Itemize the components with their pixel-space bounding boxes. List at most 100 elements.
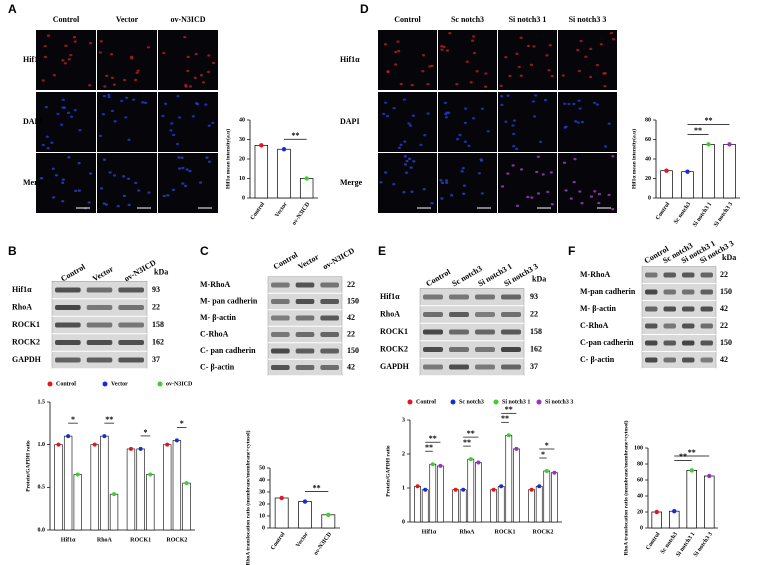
kda-label: 162 [530, 344, 542, 353]
cell [383, 43, 388, 46]
cell [181, 166, 185, 170]
blot-row-label: GAPDH [380, 362, 410, 371]
band [118, 322, 144, 328]
band [271, 299, 290, 304]
band [118, 305, 144, 310]
blot-row-label: C-RhoA [200, 329, 229, 338]
mean-dot [514, 446, 519, 451]
y-tick-label: 40 [239, 117, 245, 123]
cell [67, 58, 71, 61]
bar [551, 472, 558, 523]
cell [421, 70, 425, 73]
cell [127, 203, 131, 207]
cell [146, 46, 150, 49]
bar [702, 144, 715, 199]
cell [577, 99, 581, 102]
significance-label: ** [425, 443, 433, 452]
blot-row-label: M- β-actin [580, 304, 617, 313]
panel-label: F [568, 244, 575, 258]
cell [545, 54, 549, 57]
cell [46, 147, 50, 150]
row-label: DAPI [23, 117, 43, 126]
cell [593, 190, 597, 193]
column-label: ov-N3ICD [321, 246, 356, 271]
band [645, 357, 658, 363]
cell [101, 113, 106, 116]
cell [465, 60, 469, 63]
legend-label: Si notch3 1 [502, 399, 530, 405]
band [475, 364, 495, 370]
cell [499, 84, 503, 88]
band [55, 357, 81, 363]
cell [511, 124, 515, 127]
cell [578, 190, 582, 193]
cell [486, 130, 490, 133]
cell [116, 205, 120, 208]
y-tick-label: 40 [637, 493, 643, 499]
cell [541, 173, 545, 176]
y-axis-label: Hif1α mean intensity(a.u) [224, 129, 231, 189]
band [475, 294, 495, 300]
cell [506, 94, 510, 97]
legend-marker [157, 381, 163, 387]
x-tick-label: Vector [274, 201, 289, 218]
y-axis-label: Protein/GAPDH ratio [25, 440, 31, 492]
cell [194, 52, 198, 56]
cell [500, 95, 504, 98]
cell [515, 204, 520, 208]
mean-dot [148, 472, 153, 477]
cell [472, 117, 476, 120]
blot-row-label: ROCK1 [380, 327, 408, 336]
mean-dot [174, 438, 179, 443]
cell [102, 94, 107, 98]
bar [298, 501, 312, 529]
column-label: Control [424, 267, 452, 288]
legend-label: Control [56, 381, 76, 387]
significance-label: * [143, 428, 147, 437]
band [86, 287, 113, 293]
cell [98, 134, 103, 138]
x-tick-label: ROCK1 [130, 537, 151, 543]
cell [178, 167, 182, 170]
cell [107, 95, 111, 99]
cell [589, 75, 593, 79]
bar [414, 485, 421, 523]
cell [519, 168, 524, 171]
significance-label: ** [463, 438, 471, 447]
column-label: ov-N3ICD [170, 15, 205, 24]
mean-dot [438, 463, 443, 468]
y-tick-label: 3 [402, 417, 405, 423]
bar [723, 144, 736, 199]
mean-dot [165, 442, 170, 447]
mean-dot [430, 462, 435, 467]
bar [63, 435, 73, 531]
band [663, 306, 676, 312]
bar [437, 465, 444, 523]
cell [574, 120, 578, 123]
cell [402, 98, 406, 101]
cell [529, 63, 533, 67]
cell [62, 106, 67, 109]
cell [163, 102, 168, 106]
y-tick-label: 10 [259, 513, 265, 519]
column-label: Vector [116, 15, 139, 24]
legend-marker [493, 399, 499, 405]
bar [490, 489, 497, 523]
x-tick-label: ROCK2 [533, 529, 554, 535]
significance-label: * [545, 441, 549, 450]
legend-marker [102, 381, 108, 387]
cell [110, 109, 115, 113]
cell [399, 143, 403, 147]
mean-dot [75, 472, 80, 477]
kda-label: 22 [720, 321, 728, 330]
cell [60, 123, 64, 126]
bar [660, 170, 673, 199]
x-tick-label: Hif1α [422, 529, 437, 535]
mean-dot [529, 487, 534, 492]
significance-label: ** [505, 405, 513, 414]
panel-label: C [200, 244, 209, 258]
cell [51, 196, 56, 199]
mean-dot [281, 147, 287, 152]
significance-label: ** [705, 116, 713, 125]
bar [73, 474, 82, 531]
